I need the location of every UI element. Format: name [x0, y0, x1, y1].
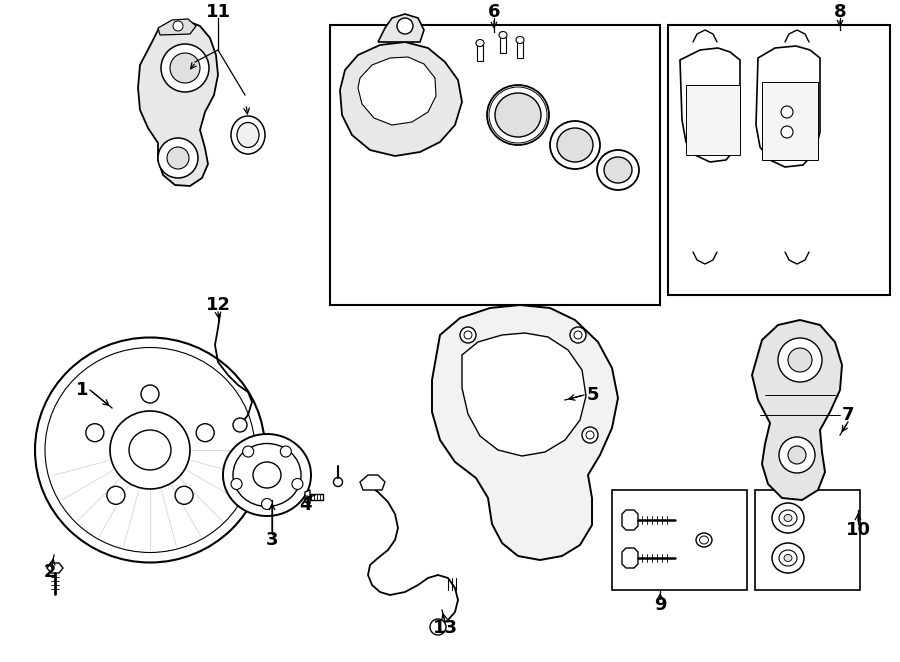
Ellipse shape	[499, 32, 507, 38]
Circle shape	[158, 138, 198, 178]
Polygon shape	[477, 45, 483, 61]
Ellipse shape	[476, 40, 484, 46]
Circle shape	[292, 479, 303, 489]
Ellipse shape	[334, 477, 343, 487]
Bar	[612, 490, 747, 590]
Ellipse shape	[696, 533, 712, 547]
Polygon shape	[378, 14, 424, 42]
Ellipse shape	[557, 128, 593, 162]
Ellipse shape	[233, 444, 301, 506]
Polygon shape	[305, 490, 310, 504]
Text: 13: 13	[433, 619, 457, 637]
Ellipse shape	[237, 122, 259, 148]
Circle shape	[460, 327, 476, 343]
Ellipse shape	[35, 338, 265, 563]
Circle shape	[141, 385, 159, 403]
Circle shape	[788, 348, 812, 372]
Circle shape	[233, 418, 247, 432]
Circle shape	[570, 327, 586, 343]
Circle shape	[430, 619, 446, 635]
Polygon shape	[138, 20, 218, 186]
Text: 1: 1	[76, 381, 88, 399]
Polygon shape	[432, 305, 618, 560]
Polygon shape	[462, 333, 586, 456]
Circle shape	[262, 498, 273, 510]
Circle shape	[586, 431, 594, 439]
Polygon shape	[752, 320, 842, 500]
Ellipse shape	[784, 555, 792, 561]
Ellipse shape	[779, 550, 797, 566]
Circle shape	[781, 126, 793, 138]
Polygon shape	[517, 42, 523, 58]
Circle shape	[779, 437, 815, 473]
Polygon shape	[310, 494, 323, 500]
Polygon shape	[47, 563, 63, 573]
Text: 12: 12	[205, 296, 230, 314]
Circle shape	[167, 147, 189, 169]
Polygon shape	[686, 85, 740, 155]
Text: 7: 7	[842, 406, 854, 424]
Text: 3: 3	[266, 531, 278, 549]
Circle shape	[781, 106, 793, 118]
Polygon shape	[358, 57, 436, 125]
Circle shape	[574, 331, 582, 339]
Text: 9: 9	[653, 596, 666, 614]
Bar	[330, 25, 660, 305]
Polygon shape	[500, 37, 506, 53]
Circle shape	[196, 424, 214, 442]
Circle shape	[86, 424, 104, 442]
Circle shape	[788, 446, 806, 464]
Circle shape	[170, 53, 200, 83]
Bar	[668, 25, 890, 295]
Polygon shape	[340, 42, 462, 156]
Circle shape	[231, 479, 242, 489]
Text: 4: 4	[299, 496, 311, 514]
Ellipse shape	[772, 543, 804, 573]
Text: 5: 5	[587, 386, 599, 404]
Circle shape	[778, 338, 822, 382]
Ellipse shape	[253, 462, 281, 488]
Polygon shape	[762, 82, 818, 160]
Polygon shape	[158, 19, 196, 35]
Text: 10: 10	[845, 521, 870, 539]
Polygon shape	[756, 46, 820, 167]
Circle shape	[107, 487, 125, 504]
Ellipse shape	[487, 85, 549, 145]
Circle shape	[582, 427, 598, 443]
Text: 8: 8	[833, 3, 846, 21]
Polygon shape	[360, 475, 385, 490]
Polygon shape	[622, 510, 638, 530]
Polygon shape	[622, 548, 638, 568]
Ellipse shape	[784, 514, 792, 522]
Ellipse shape	[129, 430, 171, 470]
Text: 2: 2	[44, 563, 57, 581]
Circle shape	[173, 21, 183, 31]
Circle shape	[243, 446, 254, 457]
Ellipse shape	[597, 150, 639, 190]
Ellipse shape	[779, 510, 797, 526]
Text: 11: 11	[205, 3, 230, 21]
Circle shape	[464, 331, 472, 339]
Ellipse shape	[495, 93, 541, 137]
Circle shape	[397, 18, 413, 34]
Ellipse shape	[699, 536, 708, 544]
Ellipse shape	[231, 116, 265, 154]
Ellipse shape	[516, 36, 524, 44]
Bar	[755, 490, 860, 590]
Text: 6: 6	[488, 3, 500, 21]
Circle shape	[176, 487, 194, 504]
Ellipse shape	[110, 411, 190, 489]
Ellipse shape	[550, 121, 600, 169]
Ellipse shape	[772, 503, 804, 533]
Circle shape	[280, 446, 292, 457]
Ellipse shape	[223, 434, 311, 516]
Polygon shape	[680, 48, 740, 162]
Circle shape	[161, 44, 209, 92]
Ellipse shape	[604, 157, 632, 183]
